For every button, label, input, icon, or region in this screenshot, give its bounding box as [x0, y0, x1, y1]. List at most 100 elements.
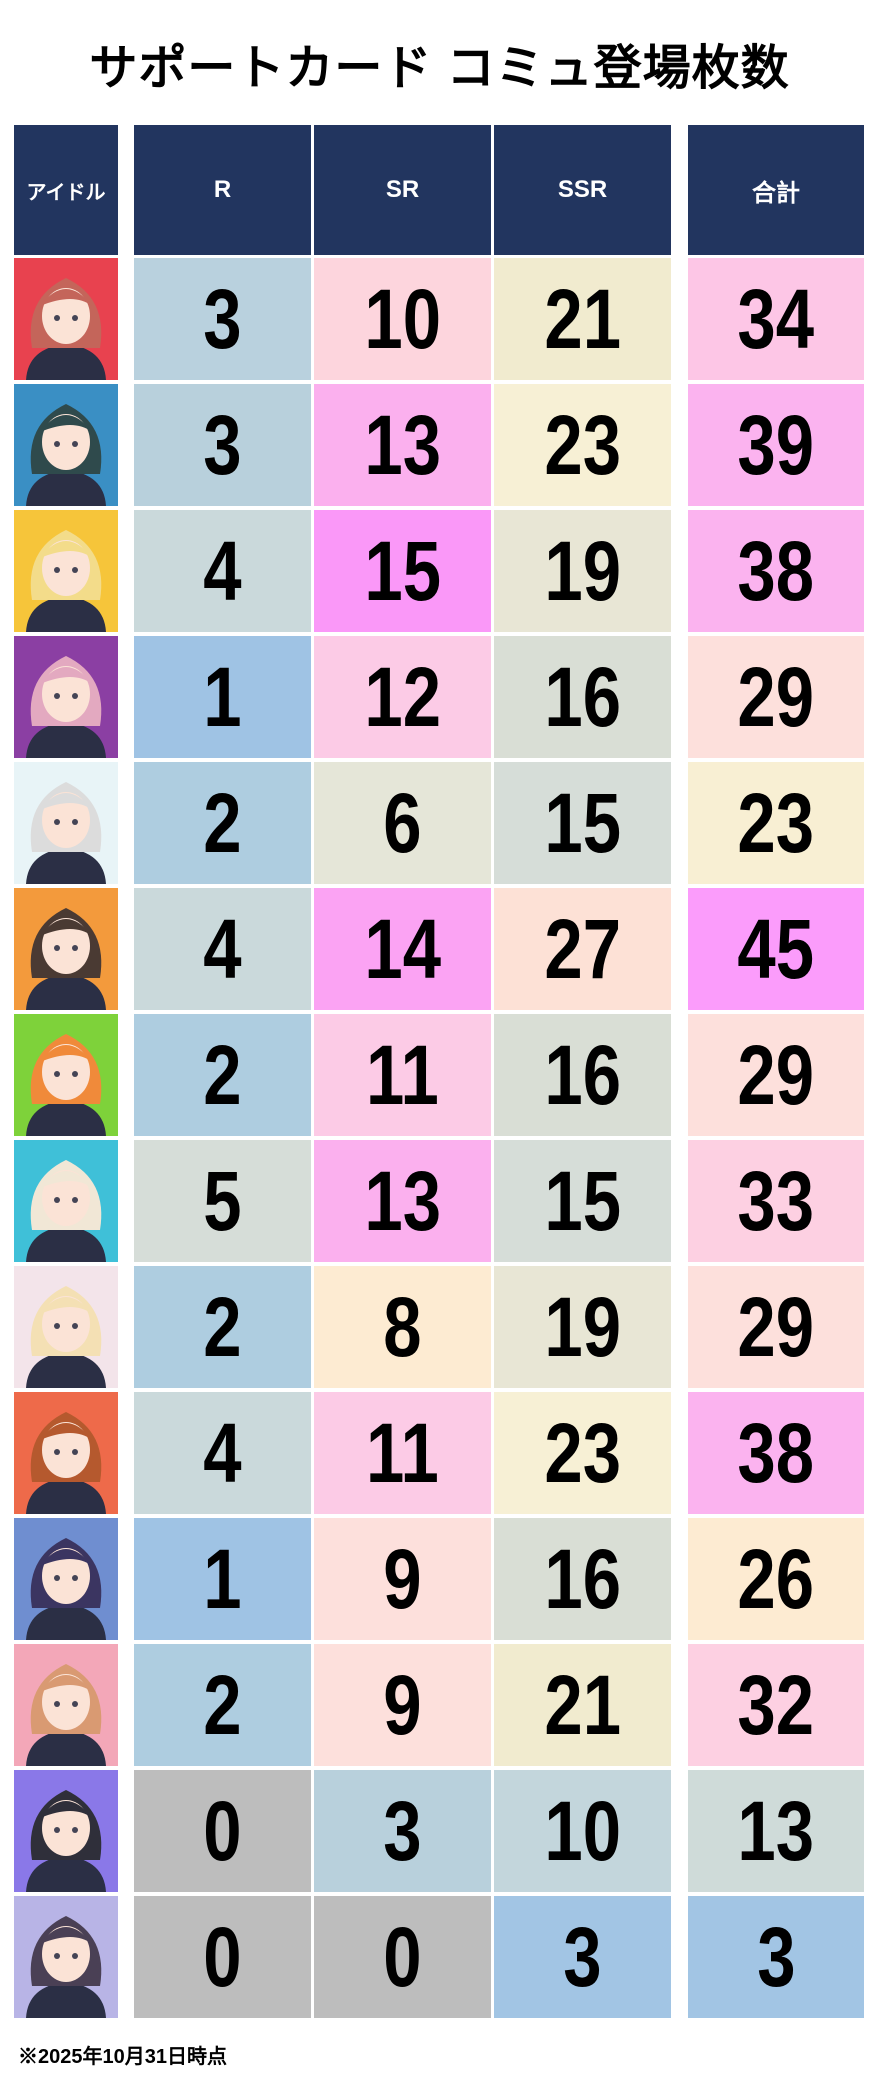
- cell-r: 3: [134, 384, 311, 506]
- cell-r: 3: [134, 258, 311, 380]
- cell-ssr: 19: [494, 1266, 671, 1388]
- cell-r: 0: [134, 1896, 311, 2018]
- idol-avatar: [14, 1896, 118, 2018]
- cell-r: 2: [134, 1266, 311, 1388]
- cell-value: 11: [366, 1027, 439, 1122]
- header-r: R: [134, 125, 311, 255]
- cell-value: 45: [737, 901, 815, 996]
- header-idol: アイドル: [14, 125, 118, 255]
- idol-avatar: [14, 636, 118, 758]
- cell-value: 2: [203, 1657, 242, 1752]
- cell-sr: 8: [314, 1266, 491, 1388]
- header-ssr: SSR: [494, 125, 671, 255]
- idol-avatar: [14, 384, 118, 506]
- cell-value: 3: [756, 1909, 796, 2004]
- cell-value: 23: [544, 397, 621, 492]
- cell-value: 1: [203, 1531, 242, 1626]
- cell-value: 21: [544, 271, 621, 366]
- page-title: サポートカード コミュ登場枚数: [89, 42, 790, 95]
- cell-sr: 10: [314, 258, 491, 380]
- cell-ssr: 21: [494, 258, 671, 380]
- cell-sr: 12: [314, 636, 491, 758]
- cell-value: 16: [544, 649, 621, 744]
- cell-r: 4: [134, 888, 311, 1010]
- cell-total: 34: [688, 258, 864, 380]
- cell-ssr: 23: [494, 1392, 671, 1514]
- cell-total: 32: [688, 1644, 864, 1766]
- cell-sr: 13: [314, 384, 491, 506]
- cell-total: 3: [688, 1896, 864, 2018]
- cell-value: 13: [364, 397, 441, 492]
- cell-value: 15: [544, 775, 621, 870]
- cell-r: 1: [134, 1518, 311, 1640]
- cell-value: 13: [364, 1153, 441, 1248]
- cell-ssr: 27: [494, 888, 671, 1010]
- cell-value: 21: [544, 1657, 621, 1752]
- cell-value: 39: [737, 397, 815, 492]
- cell-ssr: 16: [494, 636, 671, 758]
- cell-r: 4: [134, 510, 311, 632]
- cell-value: 2: [203, 1027, 242, 1122]
- cell-value: 12: [364, 649, 441, 744]
- idol-avatar: [14, 1140, 118, 1262]
- cell-value: 23: [737, 775, 815, 870]
- cell-ssr: 10: [494, 1770, 671, 1892]
- idol-avatar: [14, 510, 118, 632]
- cell-value: 15: [364, 523, 441, 618]
- cell-sr: 6: [314, 762, 491, 884]
- cell-ssr: 21: [494, 1644, 671, 1766]
- cell-value: 3: [203, 271, 242, 366]
- footnote: ※2025年10月31日時点: [18, 2046, 227, 2068]
- cell-value: 4: [203, 901, 242, 996]
- cell-value: 1: [203, 649, 242, 744]
- idol-avatar: [14, 1518, 118, 1640]
- cell-r: 5: [134, 1140, 311, 1262]
- cell-value: 0: [383, 1909, 422, 2004]
- cell-sr: 11: [314, 1392, 491, 1514]
- header-sr: SR: [314, 125, 491, 255]
- cell-ssr: 15: [494, 1140, 671, 1262]
- cell-value: 16: [544, 1531, 621, 1626]
- cell-value: 4: [203, 1405, 242, 1500]
- cell-value: 13: [737, 1783, 815, 1878]
- cell-value: 33: [737, 1153, 815, 1248]
- cell-value: 10: [544, 1783, 621, 1878]
- cell-total: 29: [688, 1266, 864, 1388]
- cell-value: 5: [203, 1153, 242, 1248]
- cell-value: 4: [203, 523, 242, 618]
- cell-r: 0: [134, 1770, 311, 1892]
- cell-value: 32: [737, 1657, 815, 1752]
- cell-r: 2: [134, 1014, 311, 1136]
- cell-value: 10: [364, 271, 441, 366]
- cell-value: 16: [544, 1027, 621, 1122]
- cell-ssr: 15: [494, 762, 671, 884]
- cell-ssr: 3: [494, 1896, 671, 2018]
- cell-r: 4: [134, 1392, 311, 1514]
- cell-value: 26: [737, 1531, 815, 1626]
- cell-value: 0: [203, 1783, 242, 1878]
- cell-sr: 15: [314, 510, 491, 632]
- cell-value: 14: [364, 901, 441, 996]
- cell-ssr: 16: [494, 1014, 671, 1136]
- idol-avatar: [14, 1392, 118, 1514]
- cell-value: 6: [383, 775, 422, 870]
- cell-value: 34: [737, 271, 815, 366]
- cell-sr: 13: [314, 1140, 491, 1262]
- cell-sr: 3: [314, 1770, 491, 1892]
- cell-total: 26: [688, 1518, 864, 1640]
- cell-value: 23: [544, 1405, 621, 1500]
- cell-total: 33: [688, 1140, 864, 1262]
- cell-value: 3: [203, 397, 242, 492]
- header-total: 合計: [688, 125, 864, 255]
- cell-value: 3: [383, 1783, 422, 1878]
- cell-value: 19: [544, 523, 621, 618]
- cell-value: 2: [203, 775, 242, 870]
- cell-sr: 14: [314, 888, 491, 1010]
- idol-avatar: [14, 888, 118, 1010]
- idol-avatar: [14, 258, 118, 380]
- cell-total: 23: [688, 762, 864, 884]
- cell-value: 0: [203, 1909, 242, 2004]
- cell-ssr: 23: [494, 384, 671, 506]
- cell-value: 27: [544, 901, 621, 996]
- cell-total: 38: [688, 510, 864, 632]
